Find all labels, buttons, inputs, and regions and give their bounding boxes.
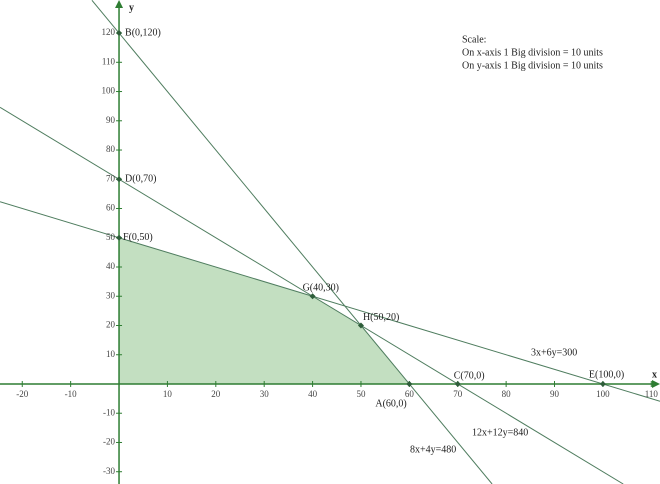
- point: [116, 176, 123, 183]
- point-label: D(0,70): [125, 174, 156, 185]
- point-label: A(60,0): [375, 398, 406, 409]
- point-label: F(0,50): [123, 232, 153, 243]
- x-tick-label: 30: [260, 389, 270, 399]
- point: [116, 30, 123, 37]
- x-tick-label: 10: [163, 389, 173, 399]
- x-tick-label: 50: [356, 389, 366, 399]
- y-axis-label: y: [129, 2, 134, 13]
- y-tick-label: 50: [106, 232, 116, 242]
- scale-note: On y-axis 1 Big division = 10 units: [462, 60, 603, 71]
- scale-note: Scale:: [462, 34, 486, 45]
- x-tick-label: -20: [16, 389, 28, 399]
- y-tick-label: -10: [103, 407, 115, 417]
- y-arrow: [115, 0, 124, 8]
- line-label: 12x+12y=840: [472, 427, 528, 438]
- y-tick-label: 110: [102, 56, 116, 66]
- y-tick-label: 20: [106, 320, 116, 330]
- y-tick-label: 80: [106, 144, 116, 154]
- line-label: 3x+6y=300: [531, 347, 577, 358]
- x-tick-label: -10: [65, 389, 77, 399]
- y-tick-label: 90: [106, 115, 116, 125]
- y-tick-label: 100: [102, 86, 116, 96]
- line-label: 8x+4y=480: [410, 444, 456, 455]
- point-label: C(70,0): [454, 370, 485, 381]
- x-tick-label: 90: [550, 389, 560, 399]
- point: [599, 380, 606, 387]
- point: [454, 380, 461, 387]
- point: [309, 293, 316, 300]
- x-tick-label: 80: [502, 389, 512, 399]
- x-tick-label: 40: [308, 389, 318, 399]
- x-tick-label: 70: [453, 389, 463, 399]
- point-label: E(100,0): [589, 369, 624, 380]
- x-tick-label: 20: [211, 389, 221, 399]
- feasible-region: [119, 237, 410, 384]
- x-arrow: [652, 379, 660, 388]
- constraint-line: [91, 0, 493, 484]
- y-tick-label: -20: [103, 437, 115, 447]
- constraint-line: [0, 201, 660, 402]
- y-tick-label: 40: [106, 261, 116, 271]
- y-tick-label: 10: [106, 349, 116, 359]
- point: [357, 322, 364, 329]
- x-tick-label: 100: [596, 389, 610, 399]
- y-tick-label: 30: [106, 290, 116, 300]
- x-axis-label: x: [652, 369, 657, 380]
- y-tick-label: 120: [102, 27, 116, 37]
- y-tick-label: -30: [103, 466, 115, 476]
- point: [116, 234, 123, 241]
- scale-note: On x-axis 1 Big division = 10 units: [462, 47, 603, 58]
- y-tick-label: 60: [106, 203, 116, 213]
- point: [406, 380, 413, 387]
- y-tick-label: 70: [106, 173, 116, 183]
- point-label: B(0,120): [125, 27, 161, 38]
- point-label: H(50,20): [363, 312, 399, 323]
- x-tick-label: 60: [405, 389, 415, 399]
- x-tick-label: 110: [645, 389, 659, 399]
- point-label: G(40,30): [303, 283, 339, 294]
